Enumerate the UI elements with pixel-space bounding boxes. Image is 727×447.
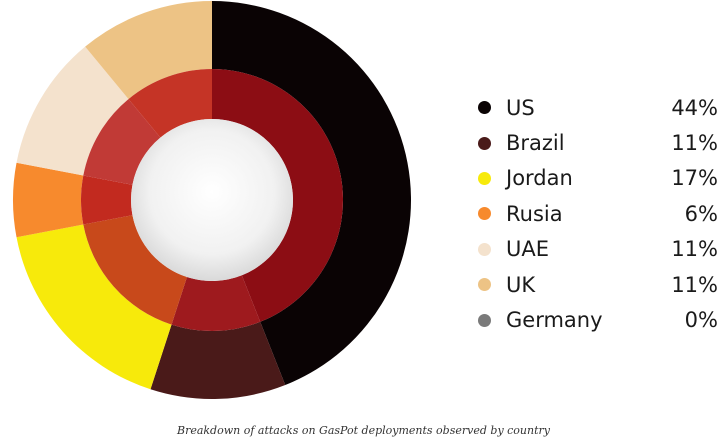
legend-label-uk: UK <box>506 272 536 297</box>
slice-outer-uae <box>16 46 129 176</box>
legend-value-brazil: 11% <box>671 131 718 156</box>
legend-value-rusia: 6% <box>684 201 718 226</box>
legend-swatch-uae <box>478 242 491 256</box>
slice-inner-us <box>212 69 344 322</box>
slice-outer-rusia <box>13 162 84 238</box>
slice-inner-uk <box>128 69 212 138</box>
legend-value-us: 44% <box>671 95 718 120</box>
chart-legend: US 44% Brazil 11% Jordan 17% Rusia 6% UA… <box>478 90 718 338</box>
legend-swatch-germany <box>478 313 491 327</box>
legend-label-germany: Germany <box>506 308 603 333</box>
donut-chart <box>13 1 411 399</box>
slice-outer-us <box>212 1 411 386</box>
legend-item-uae: UAE 11% <box>478 232 718 267</box>
legend-item-us: US 44% <box>478 90 718 125</box>
slice-inner-brazil <box>171 275 261 331</box>
donut-hole <box>131 119 293 281</box>
slice-outer-brazil <box>150 321 286 399</box>
legend-value-germany: 0% <box>684 308 718 333</box>
legend-item-brazil: Brazil 11% <box>478 125 718 160</box>
legend-label-us: US <box>506 95 535 120</box>
legend-swatch-jordan <box>478 171 491 185</box>
legend-item-rusia: Rusia 6% <box>478 196 718 231</box>
slice-outer-jordan <box>16 224 172 390</box>
slice-inner-jordan <box>83 215 187 325</box>
legend-swatch-rusia <box>478 207 491 221</box>
legend-label-rusia: Rusia <box>506 201 563 226</box>
legend-label-uae: UAE <box>506 237 550 262</box>
legend-item-uk: UK 11% <box>478 267 718 302</box>
legend-value-uae: 11% <box>671 237 718 262</box>
legend-value-uk: 11% <box>671 272 718 297</box>
legend-label-brazil: Brazil <box>506 131 565 156</box>
slice-inner-rusia <box>81 175 133 225</box>
slice-outer-uk <box>85 1 212 100</box>
legend-item-jordan: Jordan 17% <box>478 161 718 196</box>
legend-label-jordan: Jordan <box>506 166 573 191</box>
chart-caption: Breakdown of attacks on GasPot deploymen… <box>176 424 550 437</box>
legend-swatch-us <box>478 101 491 115</box>
legend-item-germany: Germany 0% <box>478 302 718 337</box>
slice-inner-uae <box>83 99 161 185</box>
legend-swatch-uk <box>478 278 491 292</box>
legend-value-jordan: 17% <box>671 166 718 191</box>
legend-swatch-brazil <box>478 136 491 150</box>
